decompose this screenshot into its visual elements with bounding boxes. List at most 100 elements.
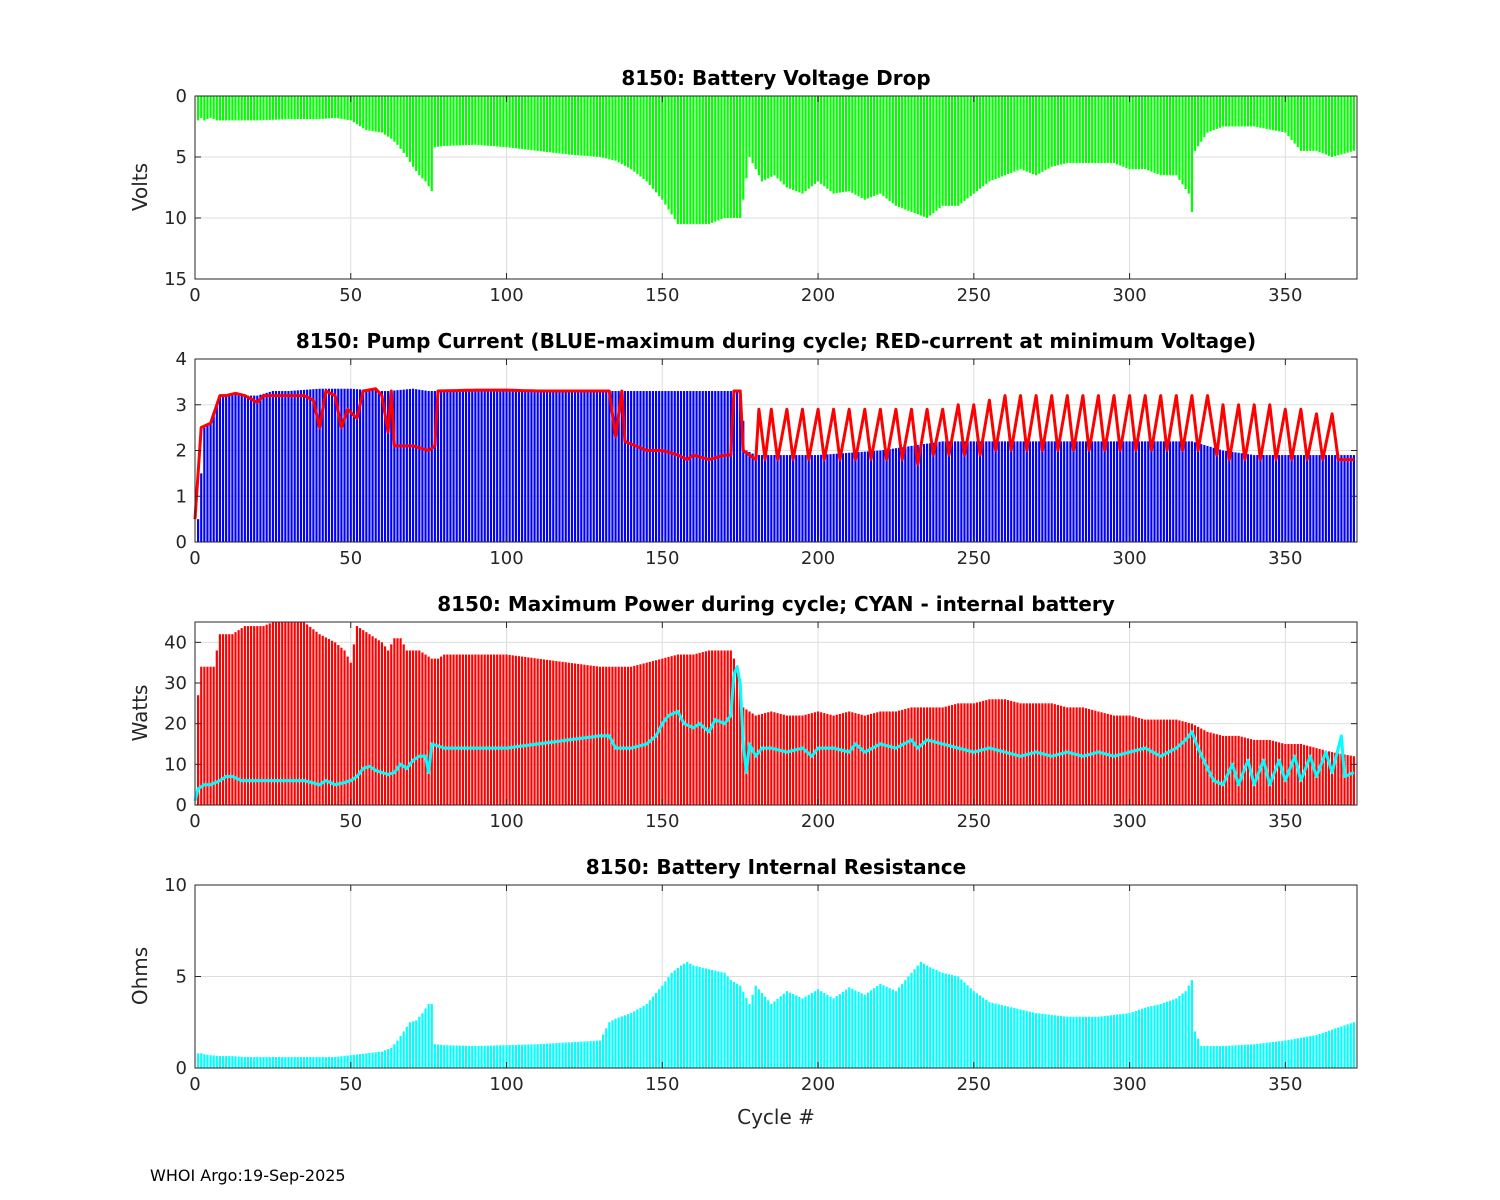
panel-2-xtick-label-7: 350 bbox=[1268, 548, 1302, 569]
panel-2-xtick-label-6: 300 bbox=[1112, 548, 1146, 569]
panel-3-bar-184 bbox=[770, 711, 773, 805]
panel-3-bar-104 bbox=[521, 656, 524, 805]
panel-2-bar-172 bbox=[732, 391, 736, 542]
panel-1-bar-333 bbox=[1234, 96, 1237, 127]
panel-2-bar-97 bbox=[499, 391, 502, 542]
panel-2-bar-183 bbox=[767, 455, 770, 542]
panel-2-bar-165 bbox=[711, 391, 714, 542]
panel-2-bar-308 bbox=[1156, 441, 1159, 542]
panel-2-bar-184 bbox=[770, 455, 773, 542]
panel-1-bar-115 bbox=[555, 96, 558, 154]
panel-2-bar-61 bbox=[387, 391, 390, 542]
panel-3-bar-300 bbox=[1131, 716, 1134, 805]
panel-1-bar-227 bbox=[904, 96, 907, 210]
panel-2-bar-360 bbox=[1318, 455, 1321, 542]
panel-1-bar-152 bbox=[670, 96, 673, 215]
panel-2-bar-331 bbox=[1228, 451, 1231, 542]
panel-3-bar-64 bbox=[396, 638, 399, 805]
panel-3-bar-168 bbox=[720, 650, 723, 805]
panel-4-bar-81 bbox=[449, 1045, 452, 1068]
panel-1-bar-23 bbox=[268, 96, 271, 120]
panel-3-bar-23 bbox=[268, 623, 271, 805]
panel-1-bar-314 bbox=[1175, 96, 1178, 176]
panel-2-bar-305 bbox=[1147, 441, 1150, 542]
panel-4-bar-87 bbox=[468, 1045, 471, 1068]
panel-4-xtick-label-6: 300 bbox=[1112, 1074, 1146, 1095]
panel-4-bar-232 bbox=[919, 961, 922, 1068]
panel-2-bar-62 bbox=[390, 390, 393, 542]
panel-4-ytick-label-1: 5 bbox=[176, 967, 187, 988]
panel-1-bar-350 bbox=[1287, 96, 1290, 137]
panel-4-bar-359 bbox=[1315, 1035, 1318, 1068]
panel-3-bar-280 bbox=[1069, 707, 1072, 805]
panel-2-bar-46 bbox=[340, 388, 343, 542]
panel-4-bar-291 bbox=[1103, 1016, 1106, 1068]
panel-1-bar-319 bbox=[1190, 96, 1193, 212]
panel-1-bar-16 bbox=[246, 96, 250, 121]
panel-2-bar-310 bbox=[1162, 441, 1165, 542]
panel-1-bar-356 bbox=[1306, 96, 1309, 151]
panel-2-bar-267 bbox=[1028, 441, 1031, 542]
panel-3-bar-323 bbox=[1203, 730, 1206, 805]
panel-3-bar-371 bbox=[1352, 756, 1355, 805]
panel-1-bar-303 bbox=[1140, 96, 1144, 170]
panel-4-bar-86 bbox=[464, 1045, 468, 1068]
panel-3-bar-52 bbox=[359, 628, 362, 805]
panel-4-bar-234 bbox=[926, 965, 929, 1068]
panel-4-bar-300 bbox=[1131, 1012, 1134, 1068]
panel-3-bar-256 bbox=[994, 699, 997, 805]
panel-2-bar-299 bbox=[1128, 441, 1131, 542]
panel-3-bar-244 bbox=[957, 703, 960, 805]
panel-4-bar-337 bbox=[1246, 1044, 1250, 1068]
panel-4-bar-329 bbox=[1221, 1046, 1225, 1068]
panel-2-bar-213 bbox=[860, 451, 863, 542]
panel-3-bar-299 bbox=[1128, 715, 1131, 805]
panel-3-bar-172 bbox=[732, 658, 736, 805]
panel-4-bar-360 bbox=[1318, 1033, 1321, 1068]
panel-4-bar-312 bbox=[1168, 1000, 1172, 1068]
panel-2-bar-278 bbox=[1063, 441, 1066, 542]
panel-4-bar-356 bbox=[1306, 1036, 1309, 1068]
panel-3-bar-231 bbox=[916, 707, 919, 805]
panel-2-bar-315 bbox=[1178, 441, 1181, 542]
panel-1-bar-78 bbox=[440, 96, 443, 147]
panel-1-bar-222 bbox=[888, 96, 891, 201]
panel-2-bar-112 bbox=[545, 391, 549, 542]
panel-2-bar-27 bbox=[281, 391, 284, 542]
panel-3-series-1-line bbox=[193, 665, 1355, 802]
panel-1-bar-329 bbox=[1221, 96, 1225, 127]
panel-4-bar-94 bbox=[489, 1045, 493, 1068]
panel-1-bar-75 bbox=[430, 96, 433, 192]
panel-3-bar-247 bbox=[966, 703, 969, 805]
panel-3-bar-334 bbox=[1237, 735, 1240, 805]
panel-4-bar-0 bbox=[197, 1053, 200, 1068]
panel-4-bar-351 bbox=[1290, 1039, 1293, 1068]
panel-3-bar-116 bbox=[558, 661, 561, 805]
panel-4-bar-326 bbox=[1212, 1046, 1215, 1068]
panel-2-bar-345 bbox=[1271, 455, 1274, 542]
panel-1-bar-232 bbox=[919, 96, 922, 216]
panel-4-bar-141 bbox=[636, 1009, 639, 1068]
panel-2-bar-264 bbox=[1019, 441, 1022, 542]
panel-1-bar-275 bbox=[1053, 96, 1056, 167]
panel-3-bar-112 bbox=[545, 659, 549, 805]
panel-1-bar-371 bbox=[1352, 96, 1355, 151]
panel-1-series-0-bars bbox=[197, 96, 1355, 225]
panel-1-bar-290 bbox=[1100, 96, 1103, 164]
panel-1-bar-244 bbox=[957, 96, 960, 206]
panel-2-bar-44 bbox=[334, 388, 337, 542]
panel-1-bar-60 bbox=[383, 96, 387, 135]
panel-4-bar-200 bbox=[820, 991, 823, 1068]
panel-2-title: 8150: Pump Current (BLUE-maximum during … bbox=[296, 329, 1256, 353]
panel-2-bar-297 bbox=[1122, 441, 1125, 542]
panel-1-bar-116 bbox=[558, 96, 561, 154]
panel-3-bar-36 bbox=[309, 626, 312, 805]
panel-3-bar-60 bbox=[383, 646, 387, 805]
panel-4-bar-362 bbox=[1324, 1031, 1327, 1068]
panel-4-bar-203 bbox=[829, 996, 832, 1068]
panel-4-bar-199 bbox=[816, 989, 820, 1068]
panel-4-bar-98 bbox=[502, 1045, 505, 1068]
panel-1-bar-105 bbox=[524, 96, 527, 150]
panel-1-bar-57 bbox=[374, 96, 377, 132]
panel-2-bar-171 bbox=[729, 391, 732, 542]
